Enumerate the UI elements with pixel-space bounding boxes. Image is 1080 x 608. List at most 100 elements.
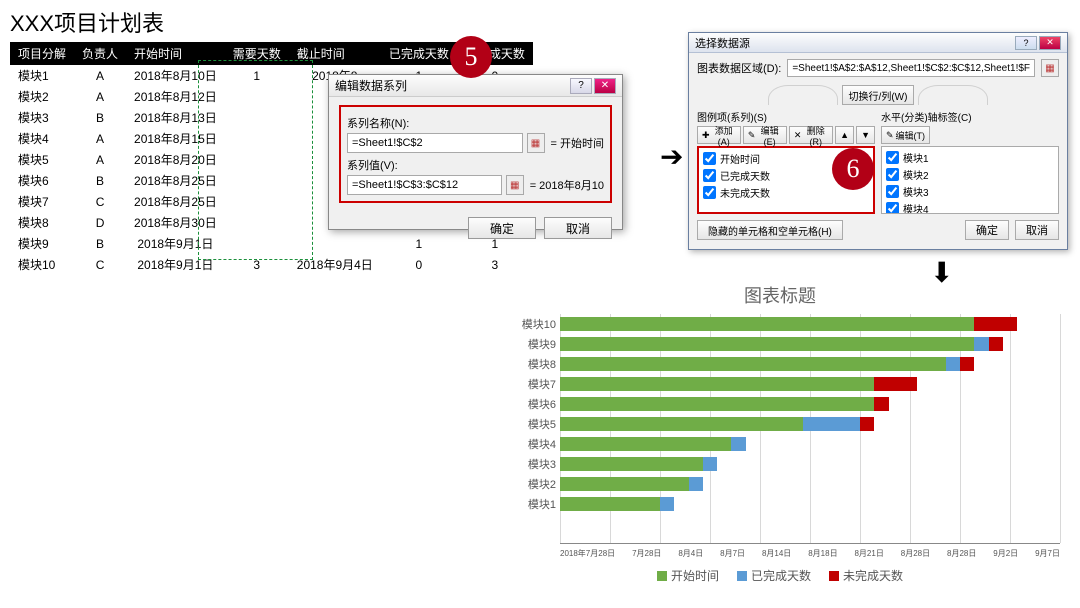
cell: 模块7: [10, 191, 74, 212]
bar-start: [560, 457, 703, 471]
cell: [225, 107, 289, 128]
bar-row: 模块8: [560, 354, 1060, 374]
cell: 2018年8月20日: [126, 149, 225, 170]
select-data-dialog: 选择数据源 ? ✕ 图表数据区域(D): ▦ 切换行/列(W) 图例项(系列)(…: [688, 32, 1068, 250]
series-name-input[interactable]: [347, 133, 523, 153]
series-name-label: 系列名称(N):: [347, 115, 604, 131]
cell: 模块2: [10, 86, 74, 107]
bar-start: [560, 357, 946, 371]
cell: 2018年9月1日: [126, 254, 225, 275]
cell: A: [74, 65, 126, 86]
cell: D: [74, 212, 126, 233]
series-values-label: 系列值(V):: [347, 157, 604, 173]
list-item[interactable]: 模块2: [884, 166, 1056, 183]
bar-row: 模块7: [560, 374, 1060, 394]
bar-done: [703, 457, 717, 471]
y-label: 模块9: [500, 336, 556, 352]
close-icon[interactable]: ✕: [594, 78, 616, 94]
help-icon[interactable]: ?: [1015, 36, 1037, 50]
delete-button[interactable]: ✕ 删除(R): [789, 126, 833, 144]
bar-row: 模块10: [560, 314, 1060, 334]
cell: A: [74, 86, 126, 107]
chart-title: 图表标题: [500, 282, 1060, 308]
chart-legend: 开始时间 已完成天数 未完成天数: [500, 567, 1060, 584]
ok-button[interactable]: 确定: [468, 217, 536, 239]
close-icon[interactable]: ✕: [1039, 36, 1061, 50]
series-checkbox[interactable]: [703, 186, 716, 199]
cell: 2018年8月12日: [126, 86, 225, 107]
range-picker-icon[interactable]: ▦: [1041, 59, 1059, 77]
bar-start: [560, 317, 974, 331]
hidden-cells-button[interactable]: 隐藏的单元格和空单元格(H): [697, 220, 843, 240]
add-button[interactable]: ✚ 添加(A): [697, 126, 741, 144]
cell: 2018年8月25日: [126, 191, 225, 212]
bar-row: 模块3: [560, 454, 1060, 474]
bar-row: 模块9: [560, 334, 1060, 354]
bar-start: [560, 497, 660, 511]
cell: 1: [225, 65, 289, 86]
series-checkbox[interactable]: [703, 152, 716, 165]
category-checkbox[interactable]: [886, 151, 899, 164]
cell: B: [74, 107, 126, 128]
cell: 0: [381, 254, 457, 275]
cell: [225, 191, 289, 212]
bar-remaining: [860, 417, 874, 431]
range-picker-icon[interactable]: ▦: [506, 175, 524, 195]
y-label: 模块8: [500, 356, 556, 372]
bar-remaining: [960, 357, 974, 371]
y-label: 模块7: [500, 376, 556, 392]
cell: [225, 86, 289, 107]
list-item[interactable]: 模块4: [884, 200, 1056, 214]
cancel-button[interactable]: 取消: [1015, 220, 1059, 240]
step-badge-5: 5: [450, 36, 492, 78]
edit-button[interactable]: ✎ 编辑(E): [743, 126, 787, 144]
bar-done: [974, 337, 988, 351]
axis-heading: 水平(分类)轴标签(C): [881, 109, 1059, 124]
list-item[interactable]: 模块3: [884, 183, 1056, 200]
cell: 模块5: [10, 149, 74, 170]
ok-button[interactable]: 确定: [965, 220, 1009, 240]
col-header: 开始时间: [126, 42, 225, 65]
range-label: 图表数据区域(D):: [697, 60, 781, 76]
edit-axis-button[interactable]: ✎ 编辑(T): [881, 126, 930, 144]
col-header: 负责人: [74, 42, 126, 65]
cell: 2018年9月4日: [289, 254, 381, 275]
series-values-input[interactable]: [347, 175, 502, 195]
x-axis: 2018年7月28日7月28日8月4日8月7日8月14日8月18日8月21日8月…: [560, 544, 1060, 559]
swap-button[interactable]: 切换行/列(W): [842, 85, 915, 105]
cell: 2018年8月13日: [126, 107, 225, 128]
bar-row: 模块1: [560, 494, 1060, 514]
bar-row: 模块4: [560, 434, 1060, 454]
bar-remaining: [874, 377, 917, 391]
range-input[interactable]: [787, 59, 1035, 77]
bar-done: [946, 357, 960, 371]
category-listbox[interactable]: 模块1模块2模块3模块4模块5: [881, 146, 1059, 214]
category-checkbox[interactable]: [886, 168, 899, 181]
col-header: 需要天数: [225, 42, 289, 65]
series-checkbox[interactable]: [703, 169, 716, 182]
bar-start: [560, 337, 974, 351]
arrow-right-icon: ➔: [660, 140, 683, 173]
help-icon[interactable]: ?: [570, 78, 592, 94]
cancel-button[interactable]: 取消: [544, 217, 612, 239]
move-down-button[interactable]: ▼: [856, 126, 875, 144]
cell: [225, 170, 289, 191]
y-label: 模块1: [500, 496, 556, 512]
y-label: 模块3: [500, 456, 556, 472]
list-item[interactable]: 模块1: [884, 149, 1056, 166]
cell: C: [74, 254, 126, 275]
category-checkbox[interactable]: [886, 185, 899, 198]
range-picker-icon[interactable]: ▦: [527, 133, 545, 153]
series-values-eq: = 2018年8月10: [530, 177, 604, 193]
bar-start: [560, 477, 689, 491]
series-name-eq: = 开始时间: [551, 135, 604, 151]
category-checkbox[interactable]: [886, 202, 899, 214]
bar-start: [560, 377, 874, 391]
bar-remaining: [974, 317, 1017, 331]
move-up-button[interactable]: ▲: [835, 126, 854, 144]
bar-row: 模块2: [560, 474, 1060, 494]
cell: 模块1: [10, 65, 74, 86]
dialog-title: 选择数据源: [695, 35, 750, 51]
cell: A: [74, 128, 126, 149]
cell: [225, 212, 289, 233]
